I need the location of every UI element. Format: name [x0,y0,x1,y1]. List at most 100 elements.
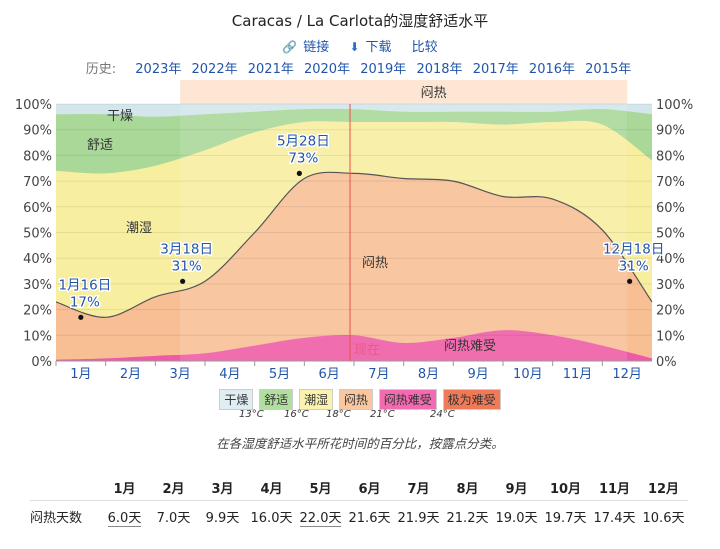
history-label: 历史: [85,62,117,77]
history-year-link[interactable]: 2019年 [360,62,407,77]
y-tick-label-left: 40% [23,252,52,267]
table-cell: 6.0天 [100,500,149,531]
x-tick-label: 8月 [418,367,439,382]
link-icon: 🔗 [282,40,298,54]
y-tick-label-left: 20% [23,304,52,319]
compare-button[interactable]: 比较 [411,40,438,55]
y-tick-label-left: 30% [23,278,52,293]
x-tick-label: 9月 [468,367,489,382]
y-tick-label-left: 0% [31,355,52,370]
legend-threshold: 16°C [284,409,309,420]
x-tick-label: 1月 [70,367,91,382]
muggy-season-band [180,80,628,104]
area-muggy [56,172,652,361]
table-header-month: 9月 [505,481,528,497]
table-header-month: 7月 [407,481,430,497]
table-cell: 16.0天 [247,500,296,531]
y-tick-label-right: 60% [656,201,685,216]
area-label-dry: 干燥 [107,109,133,124]
y-tick-label-right: 40% [656,252,685,267]
table-header-month: 3月 [211,481,234,497]
table-cell: 19.0天 [492,500,541,531]
annotation-value: 73% [288,150,318,166]
area-label-muggy: 闷热 [362,256,388,271]
annotation-date: 12月18日 [603,241,664,257]
x-tick-label: 3月 [170,367,191,382]
y-tick-label-right: 100% [656,98,693,113]
link-button[interactable]: 🔗 链接 [282,40,329,55]
history-year-link[interactable]: 2018年 [416,62,463,77]
annotation-dot [296,170,302,176]
y-tick-label-right: 90% [656,124,685,139]
table-header-month: 12月 [647,481,680,497]
table-cell-value[interactable]: 22.0天 [299,510,342,527]
x-tick-label: 7月 [368,367,389,382]
table-header-month: 8月 [456,481,479,497]
x-tick-label: 5月 [269,367,290,382]
y-tick-label-right: 20% [656,304,685,319]
table-cell: 10.6天 [639,500,688,531]
table-cell: 9.9天 [198,500,247,531]
y-tick-label-left: 70% [23,175,52,190]
table-cell: 7.0天 [149,500,198,531]
y-tick-label-left: 10% [23,329,52,344]
y-tick-label-right: 30% [656,278,685,293]
area-label-comfortable: 舒适 [87,138,113,153]
annotation-value: 31% [619,258,649,274]
table-header-month: 2月 [162,481,185,497]
table-cell-value[interactable]: 6.0天 [107,510,142,527]
download-icon: ⬇ [349,40,360,54]
area-oppressive [56,330,652,361]
y-tick-label-right: 0% [656,355,677,370]
history-year-link[interactable]: 2023年 [135,62,182,77]
y-tick-label-right: 70% [656,175,685,190]
legend-item-dry: 干燥 [219,389,254,410]
annotation-dot [627,278,633,284]
legend-item-comfortable: 舒适 [259,389,294,410]
table-cell: 21.2天 [443,500,492,531]
y-tick-label-right: 10% [656,329,685,344]
legend-threshold: 13°C [239,409,264,420]
annotation-dot [180,278,186,284]
history-year-link[interactable]: 2022年 [191,62,238,77]
annotation-value: 31% [172,258,202,274]
annotation-date: 5月28日 [277,133,330,149]
table-row: 闷热天数 6.0天 7.0天 9.9天 16.0天 22.0天 21.6天 21… [30,500,688,531]
history-year-link[interactable]: 2016年 [528,62,576,77]
history-year-link[interactable]: 2020年 [303,62,351,77]
table-header-month: 10月 [549,481,582,497]
table-cell: 22.0天 [296,500,345,531]
legend-item-miserable: 极为难受 [442,389,501,410]
legend-threshold: 18°C [326,409,351,420]
table-header-month: 6月 [358,481,381,497]
table-cell: 21.6天 [345,500,394,531]
y-tick-label-left: 80% [23,149,52,164]
table-header-month: 4月 [260,481,283,497]
table-header-month: 5月 [309,481,332,497]
y-tick-label-left: 100% [15,98,52,113]
table-header-month: 11月 [598,481,631,497]
chart-caption: 在各湿度舒适水平所花时间的百分比，按露点分类。 [216,436,504,451]
legend-item-muggy: 闷热 [338,389,373,410]
x-tick-label: 10月 [513,367,543,382]
history-bar: 历史: 2023年 2022年 2021年 2020年 2019年 2018年 … [0,58,720,77]
x-tick-label: 12月 [612,367,642,382]
history-year-link[interactable]: 2021年 [247,62,294,77]
y-tick-label-left: 90% [23,124,52,139]
y-tick-label-left: 60% [23,201,52,216]
download-label: 下载 [365,40,392,55]
annotation-dot [78,314,84,320]
table-header-corner [30,474,100,501]
area-label-oppressive: 闷热难受 [444,339,496,354]
download-button[interactable]: ⬇ 下载 [349,40,391,55]
table-cell: 21.9天 [394,500,443,531]
muggy-days-table: 1月 2月 3月 4月 5月 6月 7月 8月 9月 10月 11月 12月 闷… [30,474,688,531]
legend-item-humid: 潮湿 [299,389,334,410]
action-links: 🔗 链接 ⬇ 下载 比较 [0,36,720,55]
history-year-link[interactable]: 2015年 [585,62,632,77]
table-header-row: 1月 2月 3月 4月 5月 6月 7月 8月 9月 10月 11月 12月 [30,474,688,501]
x-tick-label: 4月 [219,367,240,382]
humidity-comfort-chart: 闷热 0% 0% 10% 10% 20% 20% 30% 30% 40% 40% 50% 50% 60% 6… [15,80,693,382]
history-year-link[interactable]: 2017年 [472,62,519,77]
page-title: Caracas / La Carlota的湿度舒适水平 [231,12,489,30]
